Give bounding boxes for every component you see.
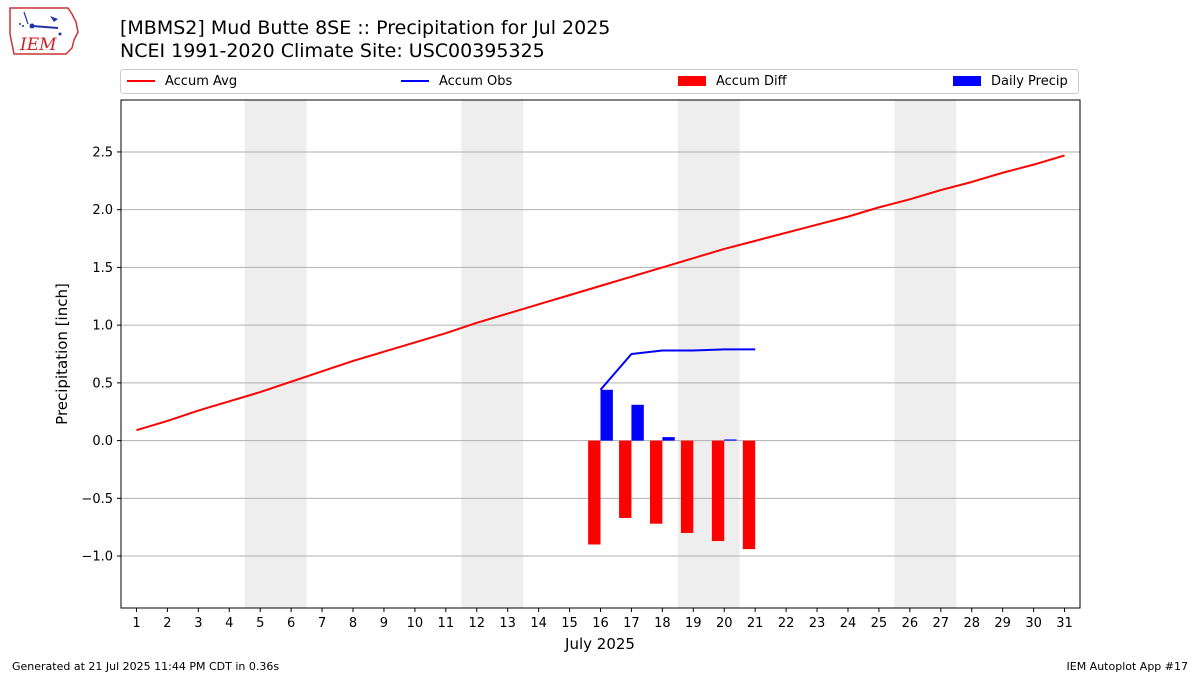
legend-item-daily-precip: Daily Precip (953, 74, 1068, 90)
x-tick-label: 17 (623, 616, 640, 631)
x-tick-label: 4 (225, 616, 233, 631)
chart-title: [MBMS2] Mud Butte 8SE :: Precipitation f… (120, 17, 611, 39)
x-tick-label: 12 (468, 616, 485, 631)
legend-label-accum-obs: Accum Obs (439, 74, 513, 89)
x-tick-label: 22 (778, 616, 795, 631)
y-tick-label: 0.0 (92, 434, 113, 449)
legend: Accum Avg Accum Obs Accum Diff Daily Pre… (120, 69, 1079, 94)
x-tick-label: 11 (438, 616, 455, 631)
x-tick-label: 28 (963, 616, 980, 631)
accum-diff-bar (588, 440, 601, 545)
x-tick-label: 30 (1025, 616, 1042, 631)
accum-avg-line (136, 154, 1065, 432)
x-tick-label: 19 (685, 616, 702, 631)
x-tick-label: 20 (716, 616, 733, 631)
x-tick-label: 23 (809, 616, 826, 631)
y-tick-label: 2.0 (92, 203, 113, 218)
x-tick-label: 31 (1056, 616, 1073, 631)
x-tick-label: 26 (902, 616, 919, 631)
footer-app: IEM Autoplot App #17 (1066, 660, 1189, 673)
bars (588, 389, 756, 550)
x-tick-label: 16 (592, 616, 609, 631)
x-tick-label: 2 (163, 616, 171, 631)
y-tick-label: −0.5 (81, 492, 113, 507)
x-tick-label: 24 (840, 616, 857, 631)
series-lines (136, 154, 1065, 432)
weekend-band (244, 100, 307, 608)
legend-label-daily-precip: Daily Precip (991, 74, 1068, 89)
x-tick-label: 6 (287, 616, 295, 631)
x-tick-label: 1 (132, 616, 140, 631)
legend-swatch-accum-obs (401, 79, 429, 82)
gridlines (121, 151, 1080, 557)
legend-swatch-accum-diff (678, 75, 706, 86)
x-tick-label: 7 (318, 616, 326, 631)
x-axis-label: July 2025 (564, 635, 635, 653)
x-tick-label: 29 (994, 616, 1011, 631)
legend-swatch-daily-precip (953, 75, 981, 86)
daily-precip-bar (631, 404, 644, 441)
x-tick-label: 21 (747, 616, 764, 631)
daily-precip-bar (600, 389, 613, 441)
accum-diff-bar (680, 440, 694, 533)
x-tick-label: 27 (933, 616, 950, 631)
accum-diff-bar (649, 440, 663, 524)
legend-item-accum-diff: Accum Diff (678, 74, 787, 90)
x-tick-label: 3 (194, 616, 202, 631)
ticks: −1.0−0.50.00.51.01.52.02.51 2 3 4 5 6 7 8 9 10 11 1… (81, 145, 1072, 631)
y-tick-label: 1.0 (92, 319, 113, 334)
x-tick-label: 18 (654, 616, 671, 631)
legend-label-accum-avg: Accum Avg (165, 74, 238, 89)
logo-text: IEM (19, 35, 57, 55)
y-tick-label: 1.5 (92, 261, 113, 276)
weekend-band (461, 100, 524, 608)
y-tick-label: 2.5 (92, 145, 113, 160)
legend-swatch-accum-avg (127, 79, 155, 82)
chart-subtitle: NCEI 1991-2020 Climate Site: USC00395325 (120, 40, 545, 62)
iem-logo: IEM (6, 4, 82, 64)
legend-label-accum-diff: Accum Diff (716, 74, 787, 89)
x-tick-label: 14 (530, 616, 547, 631)
x-tick-label: 9 (380, 616, 388, 631)
daily-precip-bar (662, 437, 675, 441)
accum-diff-bar (742, 440, 756, 550)
x-tick-label: 8 (349, 616, 357, 631)
accum-diff-bar (619, 440, 632, 518)
legend-item-accum-obs: Accum Obs (401, 74, 512, 90)
y-tick-label: −1.0 (81, 550, 113, 565)
weekend-band (894, 100, 957, 608)
x-tick-label: 13 (499, 616, 516, 631)
y-axis-label: Precipitation [inch] (53, 283, 71, 425)
x-tick-label: 15 (561, 616, 578, 631)
accum-diff-bar (711, 440, 725, 542)
x-tick-label: 25 (871, 616, 888, 631)
x-tick-label: 10 (407, 616, 424, 631)
y-tick-label: 0.5 (92, 376, 113, 391)
legend-item-accum-avg: Accum Avg (127, 74, 237, 90)
iem-iowa-logo-icon: IEM (9, 7, 79, 55)
footer-generated: Generated at 21 Jul 2025 11:44 PM CDT in… (12, 660, 280, 673)
accum-obs-line (599, 348, 756, 391)
x-tick-label: 5 (256, 616, 264, 631)
daily-precip-bar (724, 439, 737, 441)
